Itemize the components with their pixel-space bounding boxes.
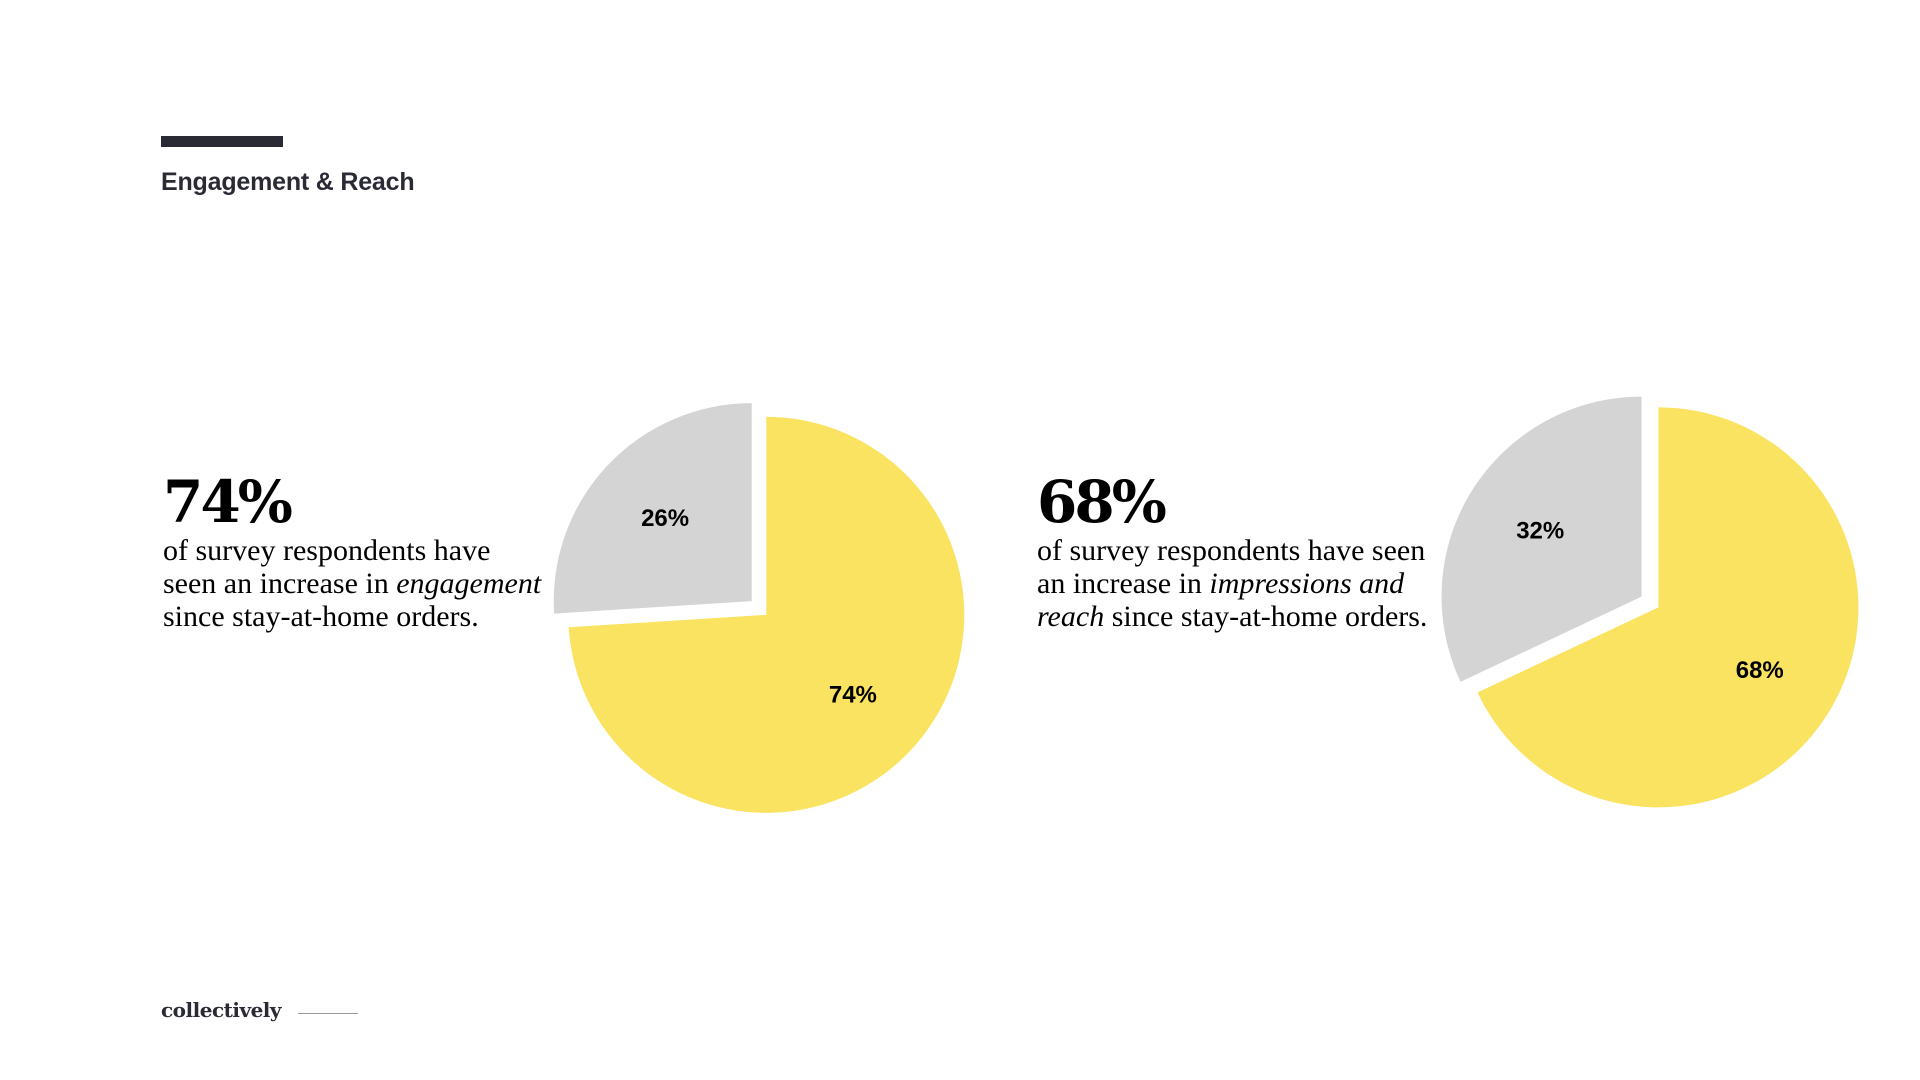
pie-2-slice-2 [1441,396,1642,682]
stat-text-after: since stay-at-home orders. [1104,600,1428,633]
pie-1-label-1: 74% [829,682,877,709]
section-title: Engagement & Reach [161,168,415,196]
stat-value: 74% [163,468,293,536]
pie-2-label-2: 32% [1516,518,1564,545]
pie-2-label-1: 68% [1736,657,1784,684]
stat-value: 68% [1037,468,1167,536]
pie-1-slice-1 [568,416,965,813]
stat-description: of survey respondents have seen an incre… [1037,534,1437,633]
pie-1-label-2: 26% [641,505,689,532]
collectively-logo: collectively [161,998,282,1022]
pie-1-slice-2 [553,403,752,614]
stat-text-before: of survey respondents have seen an incre… [1037,534,1426,600]
stat-description: of survey respondents have seen an incre… [163,534,543,633]
stat-block-engagement: 74% of survey respondents have seen an i… [163,470,543,633]
stat-text-before: of survey respondents have seen an incre… [163,534,491,600]
pie-2-slice-1 [1477,407,1859,808]
stat-block-reach: 68% of survey respondents have seen an i… [1037,470,1437,633]
stat-text-after: since stay-at-home orders. [163,600,479,633]
stat-text-emphasis: impressions and reach [1037,567,1405,633]
stat-text-emphasis: engagement [396,567,542,600]
header-accent-bar [161,136,283,147]
footer-divider [298,1013,358,1014]
